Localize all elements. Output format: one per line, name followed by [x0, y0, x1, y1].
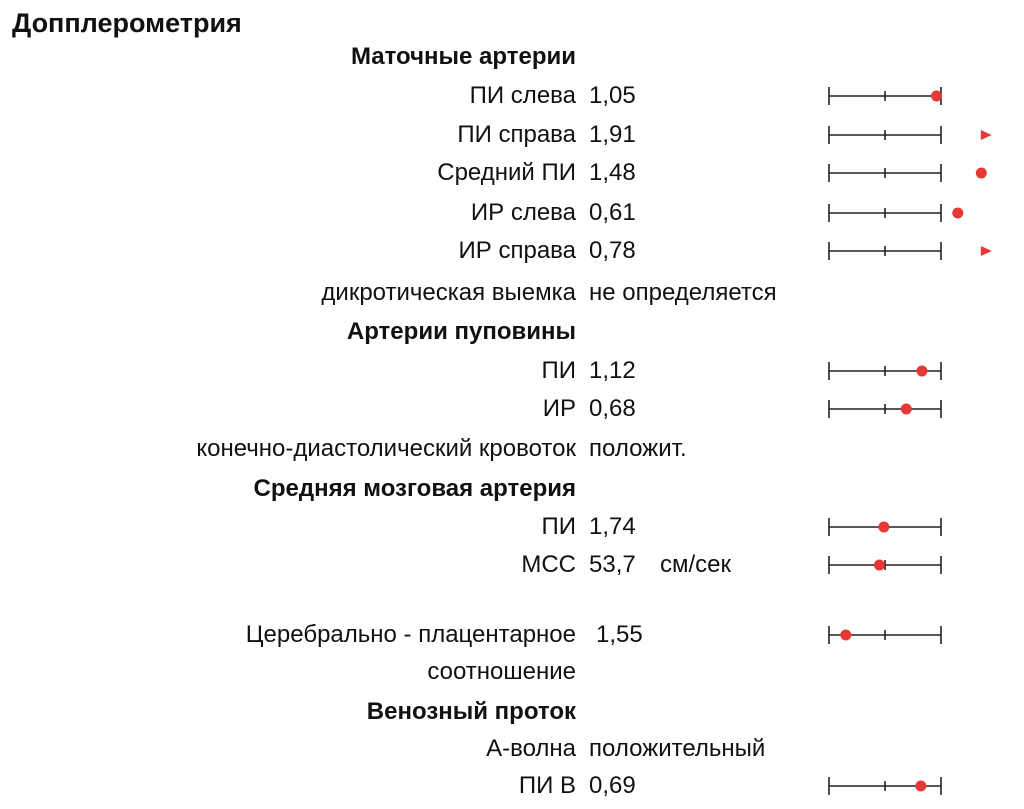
row-value: 1,48 [589, 159, 636, 186]
gauge-marker-arrow [980, 246, 992, 256]
range-gauge [828, 518, 942, 536]
row-label: ИР слева [470, 199, 576, 226]
row-value: 0,68 [589, 395, 636, 422]
section-ductus-venosus: Венозный проток [0, 694, 1024, 730]
range-gauge [828, 556, 942, 574]
gauge-marker-arrow [980, 130, 992, 140]
row-mca-pi: ПИ 1,74 [0, 509, 1024, 545]
row-value: положительный [589, 735, 766, 762]
report-title: Допплерометрия [12, 8, 242, 38]
gauge-marker-dot [873, 559, 885, 571]
row-label-line1: Церебрально - плацентарное [245, 621, 576, 648]
range-gauge [828, 204, 964, 222]
row-pi-right: ПИ справа 1,91 [0, 117, 1024, 153]
row-label: ПИ [541, 357, 577, 384]
gauge-marker-dot [878, 521, 890, 533]
row-label: конечно-диастолический кровоток [196, 435, 576, 462]
row-value: 0,61 [589, 199, 636, 226]
row-end-diastolic-flow: конечно-диастолический кровоток положит. [0, 431, 1024, 467]
row-label: ИР справа [458, 237, 576, 264]
row-umbilical-pi: ПИ 1,12 [0, 353, 1024, 389]
row-value: 0,78 [589, 237, 636, 264]
section-title: Венозный проток [366, 698, 576, 725]
row-label-line2: соотношение [427, 658, 576, 685]
row-umbilical-ri: ИР 0,68 [0, 391, 1024, 427]
gauge-marker-dot [840, 629, 852, 641]
gauge-marker-dot [952, 207, 964, 219]
section-title: Средняя мозговая артерия [253, 475, 576, 502]
row-label: Средний ПИ [437, 159, 576, 186]
row-ri-left: ИР слева 0,61 [0, 195, 1024, 231]
section-umbilical-arteries: Артерии пуповины [0, 314, 1024, 350]
row-value: 53,7 [589, 551, 636, 578]
row-value: положит. [589, 435, 687, 462]
range-gauge [828, 164, 987, 182]
row-unit: см/сек [660, 551, 732, 578]
row-ui-left: ПИ слева 1,05 [0, 78, 1024, 114]
row-a-wave: А-волна положительный [0, 731, 1024, 767]
row-value: не определяется [589, 279, 777, 306]
gauge-marker-dot [900, 403, 912, 415]
section-mca: Средняя мозговая артерия [0, 471, 1024, 507]
range-gauge [828, 626, 942, 644]
range-gauge [828, 400, 942, 418]
gauge-marker-dot [975, 167, 987, 179]
row-value: 1,12 [589, 357, 636, 384]
section-title: Маточные артерии [350, 43, 576, 70]
range-gauge [828, 87, 943, 105]
row-label: ПИ справа [457, 121, 576, 148]
row-cpr-continuation: соотношение [0, 654, 1024, 690]
range-gauge [828, 362, 942, 380]
row-value: 1,05 [589, 82, 636, 109]
row-dv-pi: ПИ В 0,69 [0, 768, 1024, 804]
row-label: ПИ [541, 513, 577, 540]
row-value: 1,74 [589, 513, 636, 540]
row-label: ПИ слева [469, 82, 576, 109]
row-value: 1,55 [596, 621, 643, 648]
row-dicrotic-notch: дикротическая выемка не определяется [0, 275, 1024, 311]
row-label: МСС [521, 551, 576, 578]
row-label: ИР [542, 395, 576, 422]
row-label: ПИ В [518, 772, 576, 799]
row-label: дикротическая выемка [321, 279, 576, 306]
gauge-marker-dot [931, 90, 943, 102]
range-gauge [828, 126, 992, 144]
row-ri-right: ИР справа 0,78 [0, 233, 1024, 269]
gauge-marker-dot [916, 365, 928, 377]
row-mean-pi: Средний ПИ 1,48 [0, 155, 1024, 191]
row-cpr: Церебрально - плацентарное 1,55 [0, 617, 1024, 653]
section-uterine-arteries: Маточные артерии [0, 39, 1024, 75]
row-mca-psv: МСС 53,7 см/сек [0, 547, 1024, 583]
range-gauge [828, 242, 992, 260]
section-title: Артерии пуповины [346, 318, 576, 345]
gauge-marker-dot [915, 780, 927, 792]
range-gauge [828, 777, 942, 795]
row-label: А-волна [486, 735, 576, 762]
row-value: 0,69 [589, 772, 636, 799]
row-value: 1,91 [589, 121, 636, 148]
